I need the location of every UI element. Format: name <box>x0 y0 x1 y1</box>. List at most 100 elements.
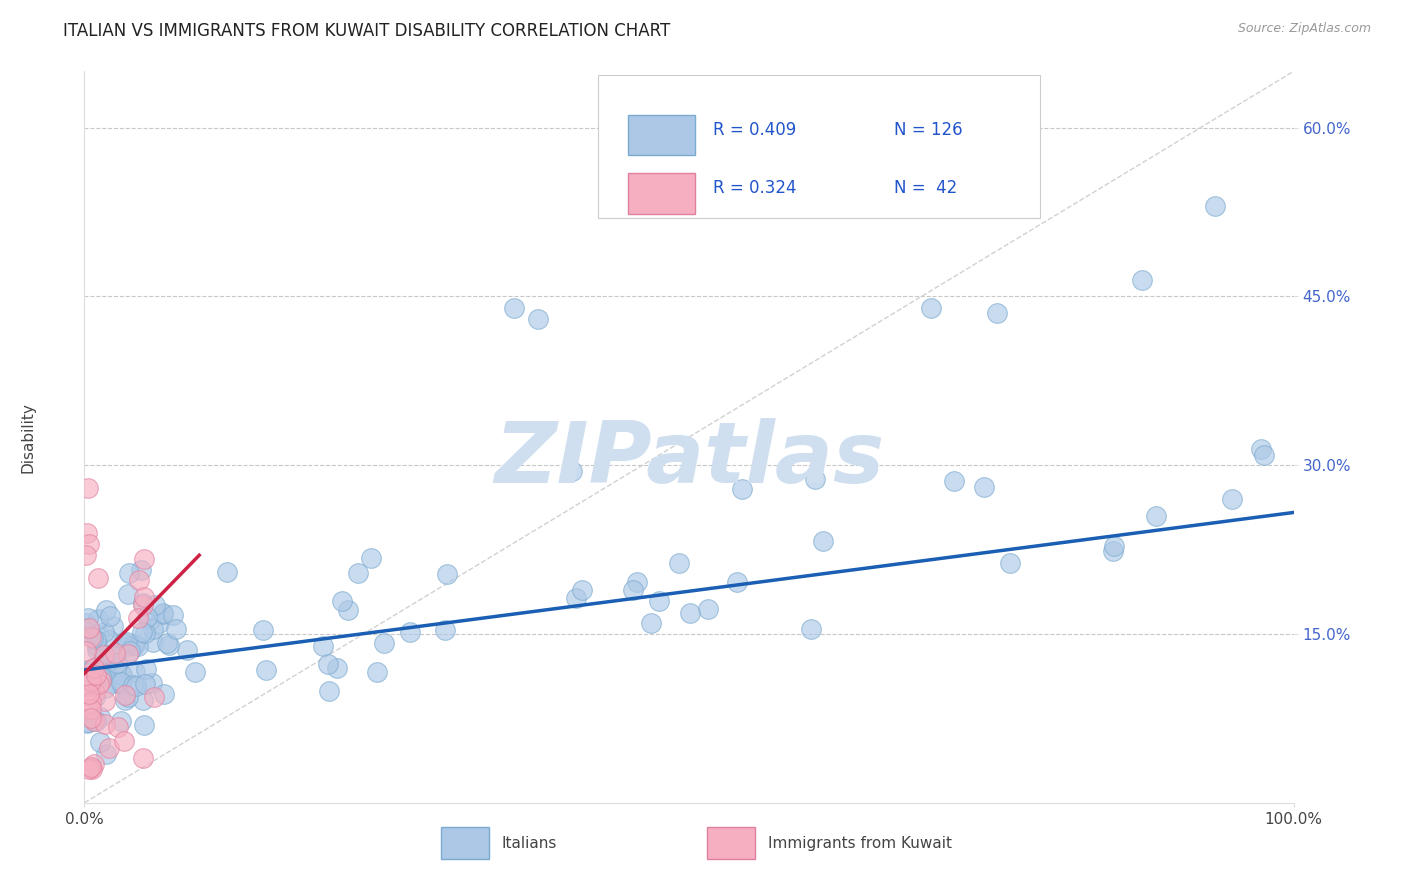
Point <box>96 657 118 672</box>
Point <box>77 611 100 625</box>
Point <box>330 594 353 608</box>
Point <box>98 741 121 756</box>
Point <box>117 647 139 661</box>
Point <box>86 665 108 679</box>
Bar <box>628 173 695 214</box>
Point <box>115 639 138 653</box>
Point <box>82 762 104 776</box>
Point <box>132 598 155 612</box>
Text: ZIPatlas: ZIPatlas <box>494 417 884 500</box>
Point <box>93 648 115 663</box>
Point <box>148 615 170 630</box>
Point <box>502 301 524 315</box>
Point <box>82 631 104 645</box>
Point <box>135 662 157 676</box>
Point <box>920 301 942 315</box>
Point <box>132 693 155 707</box>
Point <box>94 717 117 731</box>
Point <box>76 715 98 730</box>
Point <box>75 644 97 658</box>
Point <box>318 684 340 698</box>
Point <box>87 612 110 626</box>
Point <box>373 636 395 650</box>
Point <box>1144 509 1167 524</box>
Point <box>124 679 146 693</box>
Point <box>79 630 101 644</box>
Point <box>527 312 550 326</box>
Point <box>1220 492 1243 507</box>
Point <box>127 610 149 624</box>
Point <box>122 636 145 650</box>
Point <box>80 674 103 689</box>
Point <box>730 482 752 496</box>
Text: Immigrants from Kuwait: Immigrants from Kuwait <box>768 836 952 851</box>
Point <box>156 636 179 650</box>
Point <box>77 697 100 711</box>
Point <box>1132 272 1154 286</box>
Point <box>98 608 121 623</box>
Point <box>104 646 127 660</box>
Point <box>110 675 132 690</box>
Point <box>136 610 159 624</box>
Text: N = 126: N = 126 <box>894 121 963 139</box>
Point <box>142 635 165 649</box>
Point <box>90 670 112 684</box>
Point <box>110 677 132 691</box>
Point <box>112 635 135 649</box>
Point <box>124 665 146 679</box>
Point <box>132 596 155 610</box>
Point <box>105 656 128 670</box>
Point <box>86 667 108 681</box>
Point <box>122 678 145 692</box>
Point <box>366 665 388 679</box>
Point <box>152 607 174 622</box>
Point <box>75 548 97 562</box>
Point <box>134 626 156 640</box>
Text: N =  42: N = 42 <box>894 179 957 197</box>
Point <box>399 624 422 639</box>
Point <box>84 690 107 705</box>
Point <box>127 639 149 653</box>
Point <box>725 575 748 590</box>
Point <box>96 603 118 617</box>
Point <box>986 306 1008 320</box>
FancyBboxPatch shape <box>599 75 1039 218</box>
Point <box>153 687 176 701</box>
Point <box>94 681 117 696</box>
Point <box>132 751 155 765</box>
Point <box>77 621 100 635</box>
Point <box>84 685 107 699</box>
Point <box>107 720 129 734</box>
Point <box>1102 544 1125 558</box>
Point <box>83 661 105 675</box>
Point <box>998 556 1021 570</box>
Point <box>117 587 139 601</box>
Point <box>80 760 103 774</box>
Point <box>90 673 112 688</box>
Point <box>96 747 118 761</box>
Point <box>254 663 277 677</box>
Point <box>80 694 103 708</box>
Point <box>312 640 335 654</box>
Point <box>101 648 124 662</box>
Point <box>142 622 165 636</box>
Bar <box>628 114 695 155</box>
Point <box>120 644 142 658</box>
Point <box>93 648 115 663</box>
Point <box>114 692 136 706</box>
Point <box>336 603 359 617</box>
Text: ITALIAN VS IMMIGRANTS FROM KUWAIT DISABILITY CORRELATION CHART: ITALIAN VS IMMIGRANTS FROM KUWAIT DISABI… <box>63 22 671 40</box>
Text: Source: ZipAtlas.com: Source: ZipAtlas.com <box>1237 22 1371 36</box>
Point <box>115 634 138 648</box>
Point <box>87 571 110 585</box>
Point <box>93 664 115 678</box>
Point <box>143 690 166 705</box>
Point <box>668 556 690 570</box>
Text: R = 0.324: R = 0.324 <box>713 179 797 197</box>
Point <box>93 693 115 707</box>
Point <box>316 657 339 671</box>
Point <box>561 464 583 478</box>
Point <box>104 649 127 664</box>
Point <box>117 690 139 705</box>
Point <box>122 639 145 653</box>
